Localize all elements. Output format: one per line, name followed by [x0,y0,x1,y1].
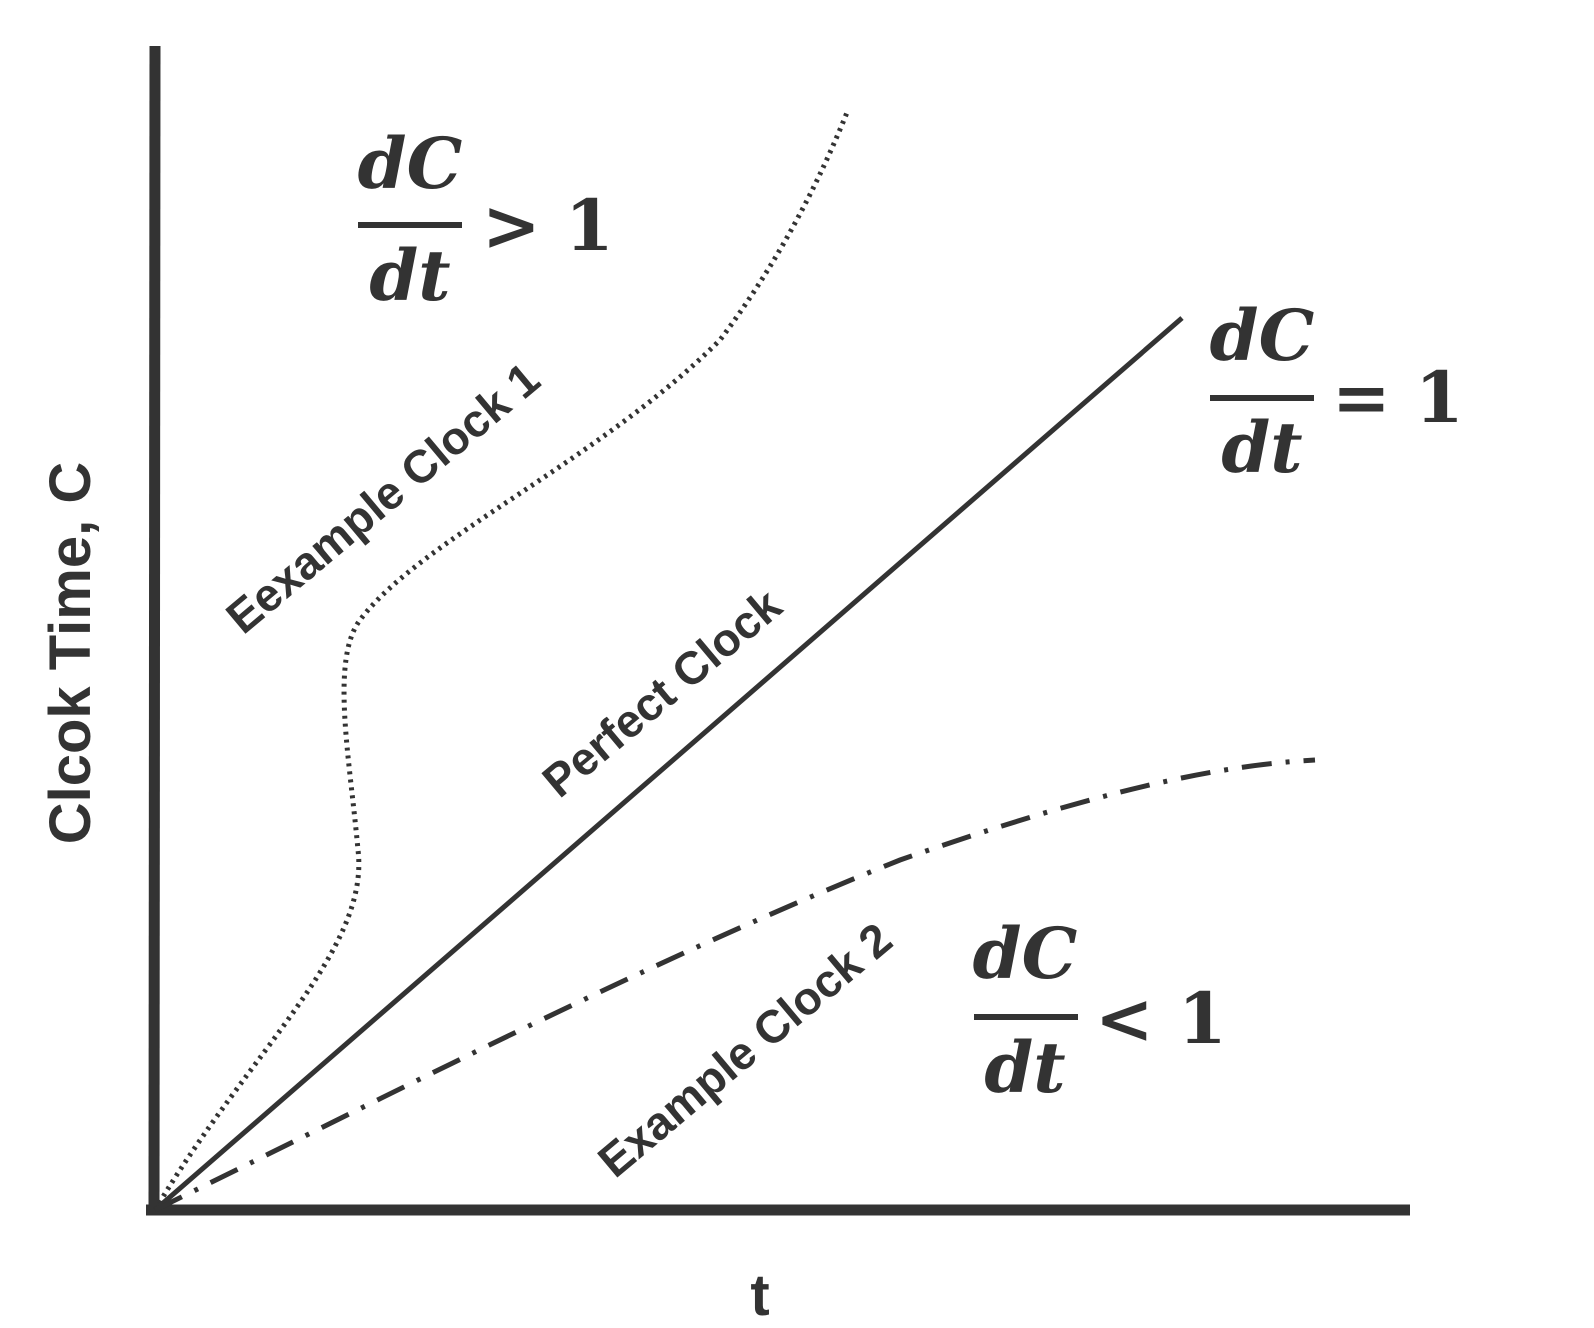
numerator: dC [1210,294,1315,377]
denominator: dt [369,234,450,317]
curve-label: Eexample Clock 1 [216,352,549,643]
x-axis-label: t [750,1263,769,1328]
formula: dC dt > 1 [358,122,614,317]
relation: > 1 [482,184,614,267]
numerator: dC [358,122,463,205]
denominator: dt [984,1026,1065,1109]
relation: = 1 [1332,356,1464,439]
denominator: dt [1221,406,1302,489]
numerator: dC [973,912,1078,995]
y-axis-label: Clcok Time, C [38,462,103,845]
y-axis [148,45,161,1214]
perfect-clock-line [153,316,1184,1212]
clock-1-curve [152,109,851,1212]
curve-label: Example Clock 2 [588,912,902,1187]
formula: dC dt < 1 [973,912,1227,1109]
clock-2-curve [153,757,1316,1213]
relation: < 1 [1095,977,1227,1060]
formula: dC dt = 1 [1210,294,1464,489]
